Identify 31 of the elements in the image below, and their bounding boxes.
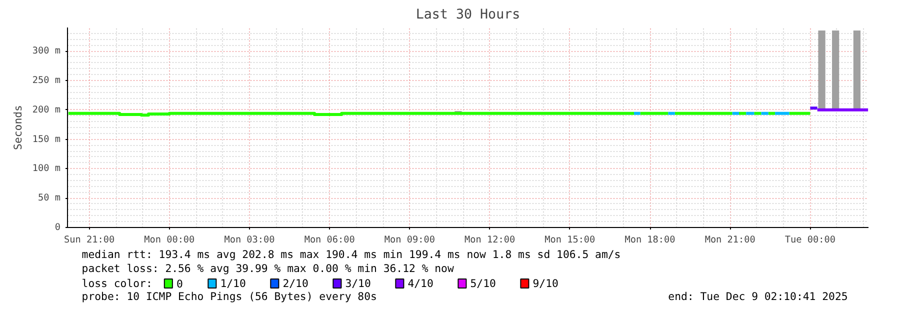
legend-title: loss color: [82,277,152,290]
text: end: Tue Dec 9 02:10:41 2025 [668,290,848,303]
x-tick-label: Mon 12:00 [464,234,516,246]
x-tick-label: Mon 15:00 [544,234,596,246]
x-tick-label: Tue 00:00 [784,234,836,246]
text: median rtt: 193.4 ms avg 202.8 ms max 190.4 ms min 199.4 ms now 1.8 ms sd 106.5 am/s [82,248,621,261]
text: probe: 10 ICMP Echo Pings (56 Bytes) every 80s [82,290,377,303]
legend-label: 0 [176,278,183,290]
y-tick-label: 0 [54,222,61,233]
x-tick-label: Mon 18:00 [624,234,676,246]
y-tick-label: 200 m [32,104,61,116]
legend-label: 9/10 [532,277,558,290]
legend-label: 1/10 [220,277,246,290]
legend-label: 2/10 [282,277,308,290]
y-tick-label: 50 m [38,192,61,204]
x-tick-label: Mon 21:00 [704,234,756,246]
y-tick-label: 100 m [32,163,61,174]
legend-label: 5/10 [470,277,496,290]
x-tick-label: Sun 21:00 [64,234,115,246]
legend-label: 3/10 [345,277,371,290]
y-axis-title: Seconds [11,105,24,150]
chart-title: Last 30 Hours [416,8,520,22]
y-tick-label: 300 m [32,46,61,57]
y-tick-label: 150 m [32,134,61,145]
legend-label: 4/10 [408,277,434,290]
y-tick-label: 250 m [32,74,61,86]
text: packet loss: 2.56 % avg 39.99 % max 0.00 % min 36.12 % now [82,262,454,275]
x-tick-label: Mon 03:00 [224,234,276,246]
x-tick-label: Mon 09:00 [384,234,436,246]
x-tick-label: Mon 00:00 [144,234,196,246]
x-tick-label: Mon 06:00 [304,234,356,246]
